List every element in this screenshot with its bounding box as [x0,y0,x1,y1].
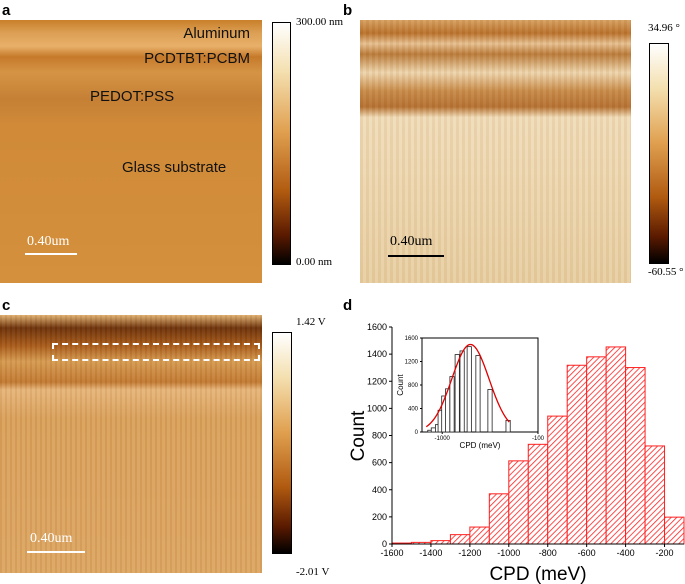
histogram-bar [605,346,627,545]
colorbar-b-max: 34.96 ° [648,22,680,34]
y-tick-label: 1200 [367,376,387,386]
inset-bar [430,427,436,433]
colorbar-a-max: 300.00 nm [296,16,344,28]
inset-bar [449,376,455,433]
x-tick-label: -1400 [419,548,442,558]
inset-x-axis-label: CPD (meV) [460,441,501,450]
gaussian-fit-curve [425,343,510,428]
inset-bar [475,355,481,433]
kpfm-cpd-image: 0.40um [0,315,262,573]
colorbar-c [272,332,292,554]
histogram-bar [430,540,451,545]
histogram-bar [547,415,568,545]
layer-label-glass: Glass substrate [122,159,227,176]
panel-label-a: a [2,2,11,19]
histogram-bar [527,443,549,545]
scale-bar-label: 0.40um [27,234,70,249]
histogram-bar [488,493,510,545]
colorbar-c-max: 1.42 V [296,316,326,328]
y-tick-label: 1000 [367,403,387,413]
afm-topography-image: Aluminum PCDTBT:PCBM PEDOT:PSS Glass sub… [0,20,262,283]
scale-bar [27,551,85,559]
histogram-bar [625,367,646,545]
x-tick-label: -200 [656,548,674,558]
inset-bar [454,354,460,433]
scale-bar-label: 0.40um [390,234,433,249]
histogram-bar [644,445,666,545]
phase-image: 0.40um [360,20,631,283]
inset-bar [459,350,465,433]
inset-bar [505,419,511,433]
y-tick-label: 0 [382,539,387,549]
colorbar-b [649,43,669,264]
inset-bar [466,346,472,433]
colorbar-a-min: 0.00 nm [296,256,333,268]
x-tick-label: -1000 [435,436,451,442]
x-tick-label: -600 [578,548,596,558]
layer-label-pcdtbt: PCDTBT:PCBM [144,50,250,67]
x-tick-label: -1000 [497,548,520,558]
x-tick-label: -400 [617,548,635,558]
layer-label-aluminum: Aluminum [183,25,250,42]
x-axis-label: CPD (meV) [489,564,586,584]
scale-bar-label: 0.40um [30,531,73,546]
x-tick-label: -1600 [380,548,403,558]
inset-bar [487,389,493,433]
y-axis-label: Count [348,410,369,461]
x-tick-label: -100 [532,436,545,442]
histogram-bar [449,534,471,545]
colorbar-b-min: -60.55 ° [648,266,684,278]
y-tick-label: 1600 [405,336,419,342]
panel-label-d: d [343,297,353,314]
scale-bar [388,255,444,263]
histogram-bar [664,516,685,545]
histogram-bar [586,356,607,545]
histogram-bar [566,364,588,545]
histogram-bar [508,460,529,545]
x-tick-label: -1200 [458,548,481,558]
y-tick-label: 800 [408,383,419,389]
y-tick-label: 200 [372,512,387,522]
y-tick-label: 600 [372,458,387,468]
colorbar-a [272,22,291,265]
y-tick-label: 400 [372,485,387,495]
inset-y-axis-label: Count [396,374,405,396]
scale-bar [25,253,77,261]
histogram-bar [469,526,490,545]
y-tick-label: 0 [415,430,419,436]
colorbar-c-min: -2.01 V [296,566,330,578]
panel-label-b: b [343,2,353,19]
layer-label-pedot: PEDOT:PSS [90,88,175,105]
y-tick-label: 1200 [405,360,419,366]
x-tick-label: -800 [539,548,557,558]
panel-label-c: c [2,297,11,314]
y-tick-label: 400 [408,407,419,413]
y-tick-label: 1400 [367,349,387,359]
y-tick-label: 800 [372,431,387,441]
selection-box [52,343,260,361]
y-tick-label: 1600 [367,322,387,332]
axis-frame [391,327,684,545]
